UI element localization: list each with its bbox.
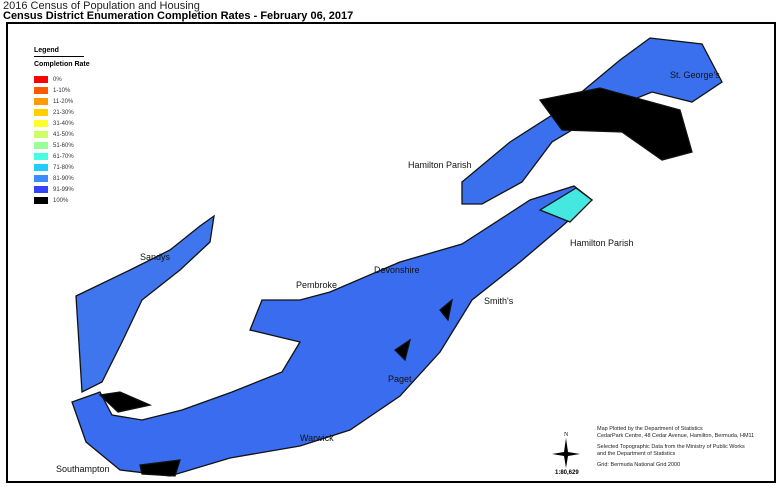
legend-item: 51-60% (34, 140, 90, 151)
legend-swatch (34, 142, 48, 149)
label-devonshire: Devonshire (374, 265, 420, 275)
map-credits: Map Plotted by the Department of Statist… (597, 426, 754, 469)
legend-swatch (34, 164, 48, 171)
grid-info: Grid: Bermuda National Grid 2000 (597, 462, 681, 468)
map-subtitle: 2016 Census of Population and Housing (3, 0, 200, 12)
smiths-black (439, 298, 453, 322)
legend-swatch (34, 131, 48, 138)
legend-item: 11-20% (34, 96, 90, 107)
sandys-hook (75, 214, 215, 394)
legend-label: 21-30% (53, 109, 74, 116)
legend-item: 21-30% (34, 107, 90, 118)
legend-subtitle: Completion Rate (34, 61, 90, 68)
legend-item: 61-70% (34, 151, 90, 162)
label-paget: Paget (388, 374, 412, 384)
map-title: Census District Enumeration Completion R… (3, 10, 354, 22)
legend-swatch (34, 109, 48, 116)
credit-line: Selected Topographic Data from the Minis… (597, 444, 745, 450)
label-hamilton-parish-east: Hamilton Parish (570, 238, 634, 248)
legend-swatch (34, 76, 48, 83)
legend-swatch (34, 197, 48, 204)
legend-label: 41-50% (53, 131, 74, 138)
legend-swatch (34, 153, 48, 160)
legend-title: Legend (34, 47, 84, 57)
legend-label: 81-90% (53, 175, 74, 182)
label-pembroke: Pembroke (296, 280, 338, 290)
legend-swatch (34, 120, 48, 127)
legend: Legend Completion Rate 0% 1-10% 11-20% 21-3… (34, 47, 90, 206)
legend-label: 61-70% (53, 153, 74, 160)
map-frame (6, 22, 776, 483)
legend-items: 0% 1-10% 11-20% 21-30% 31-40% 41-50% 51-60% 61-… (34, 74, 90, 206)
southampton-black (98, 391, 153, 413)
legend-swatch (34, 186, 48, 193)
st-georges-black (538, 87, 693, 161)
legend-item: 41-50% (34, 129, 90, 140)
legend-item: 31-40% (34, 118, 90, 129)
legend-item: 81-90% (34, 173, 90, 184)
main-island-west (71, 185, 594, 477)
label-smiths: Smith's (484, 296, 514, 306)
legend-item: 100% (34, 195, 90, 206)
legend-swatch (34, 98, 48, 105)
legend-swatch (34, 175, 48, 182)
credit-line: Map Plotted by the Department of Statist… (597, 426, 703, 432)
legend-label: 0% (53, 76, 62, 83)
legend-label: 31-40% (53, 120, 74, 127)
east-light (538, 187, 593, 223)
label-sandys: Sandys (140, 252, 171, 262)
legend-label: 1-10% (53, 87, 71, 94)
map-scale: 1:80,629 (555, 470, 579, 476)
north-arrow-icon: N (552, 432, 580, 468)
compass-star (552, 438, 580, 468)
legend-label: 91-99% (53, 186, 74, 193)
credit-line: CedarPark Centre, 48 Cedar Avenue, Hamil… (597, 433, 755, 439)
legend-label: 71-80% (53, 164, 74, 171)
paget-black (393, 338, 412, 362)
legend-item: 1-10% (34, 85, 90, 96)
legend-label: 11-20% (53, 98, 74, 105)
warwick-black (139, 459, 181, 477)
label-st-georges: St. George's (670, 70, 720, 80)
legend-item: 0% (34, 74, 90, 85)
legend-label: 100% (53, 197, 69, 204)
legend-item: 91-99% (34, 184, 90, 195)
legend-label: 51-60% (53, 142, 74, 149)
legend-item: 71-80% (34, 162, 90, 173)
north-label: N (564, 432, 569, 438)
credit-line: and the Department of Statistics (597, 451, 676, 457)
label-warwick: Warwick (300, 433, 334, 443)
label-hamilton-parish-north: Hamilton Parish (408, 160, 472, 170)
legend-swatch (34, 87, 48, 94)
label-southampton: Southampton (56, 464, 110, 474)
